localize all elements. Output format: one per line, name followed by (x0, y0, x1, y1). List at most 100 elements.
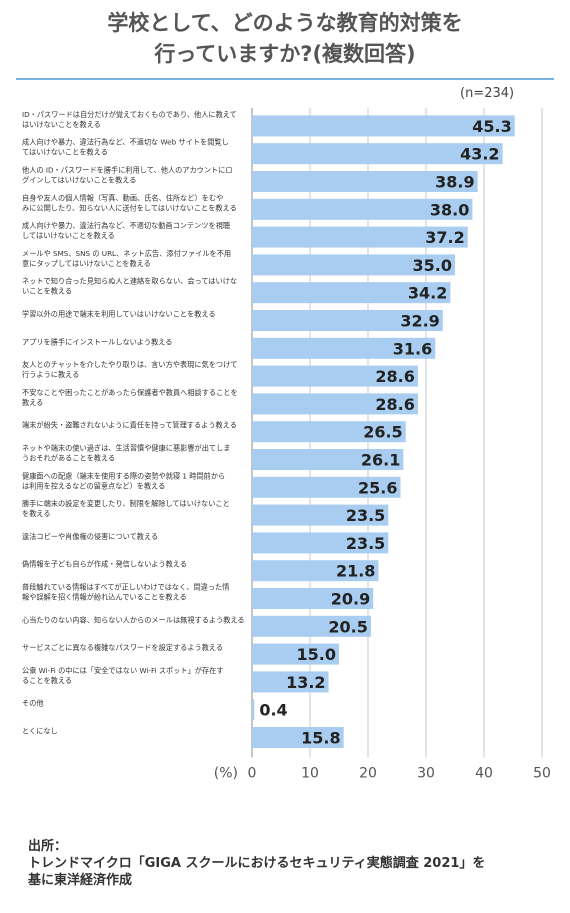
category-label: を教える (22, 509, 51, 518)
data-label: 20.9 (331, 590, 370, 609)
category-label: 成人向けや暴力、違法行為など、不適切な動画コンテンツを視聴 (22, 221, 230, 230)
category-label: 他人の ID・パスワードを勝手に利用して、他人のアカウントにロ (22, 166, 233, 175)
data-label: 13.2 (286, 673, 325, 692)
x-tick-label: 20 (359, 765, 377, 781)
category-label: とくになし (22, 727, 58, 736)
source-label: 出所： (28, 839, 68, 854)
category-label: 友人とのチャットを介したやり取りは、言い方や表現に気をつけて (22, 360, 237, 369)
data-label: 31.6 (393, 339, 432, 358)
title-rule (16, 78, 554, 80)
bar (252, 282, 451, 304)
category-label: は利用を控えるなどの留意点など）を教える (22, 481, 165, 490)
bar (252, 421, 406, 443)
bar (252, 476, 401, 498)
bar (252, 588, 374, 609)
data-label: 26.5 (363, 423, 402, 442)
chart-title: 学校として、どのような教育的対策を 行っていますか?(複数回答) (0, 8, 570, 70)
category-label: 公衆 Wi-Fi の中には「安全ではない Wi-Fi スポット」が存在す (22, 666, 224, 675)
category-label: 報や誤解を招く情報が紛れ込んでいることを教える (22, 593, 187, 602)
category-label: ID・パスワードは自分だけが覚えておくものであり、他人に教えて (22, 110, 237, 119)
data-label: 26.1 (361, 451, 400, 470)
data-label: 23.5 (346, 506, 385, 525)
category-label: はいけないことを教える (22, 120, 101, 129)
category-label: 意にタップしてはいけないことを教える (22, 259, 151, 268)
category-label: 端末が紛失・盗難されないように責任を持って管理するよう教える (22, 421, 237, 430)
data-label: 28.6 (375, 395, 414, 414)
category-label: 健康面への配慮（端末を使用する際の姿勢や就寝 1 時間前から (22, 471, 225, 480)
category-label: 行うように教える (22, 370, 79, 379)
category-label: 成人向けや暴力、違法行為など、不適切な Web サイトを閲覧し (22, 138, 229, 147)
category-label: ることを教える (22, 676, 72, 685)
data-label: 35.0 (413, 256, 452, 275)
category-label: ネットや端末の使い過ぎは、生活習慣や健康に悪影響が出てしま (22, 444, 230, 453)
source-line-1: トレンドマイクロ「GIGA スクールにおけるセキュリティ実態調査 2021」を (28, 856, 486, 871)
bar (252, 727, 344, 748)
category-label: 学習以外の用途で端末を利用していはいけないことを教える (22, 310, 216, 319)
bar-chart: 45.3 ID・パスワードは自分だけが覚えておくものであり、他人に教えてはいけない… (22, 108, 551, 781)
source-note: 出所： トレンドマイクロ「GIGA スクールにおけるセキュリティ実態調査 202… (28, 838, 548, 889)
category-label: 違法コピーや肖像権の侵害について教える (22, 532, 158, 541)
data-label: 34.2 (408, 284, 447, 303)
x-tick-label: 0 (248, 765, 257, 781)
bar (252, 171, 478, 192)
data-label: 23.5 (346, 534, 385, 553)
data-label: 15.8 (301, 729, 340, 748)
bar (252, 198, 473, 220)
data-label: 38.0 (430, 200, 469, 219)
bar (252, 504, 389, 526)
data-label: 32.9 (400, 312, 439, 331)
category-label: みに公開したり、知らない人に送付をしてはいけないことを教える (22, 203, 237, 212)
category-label: 教える (22, 398, 43, 407)
category-label: 不安なことや困ったことがあったら保護者や教員へ相談することを (22, 388, 238, 397)
category-label: グインしてはいけないことを教える (22, 176, 136, 185)
bar (252, 671, 329, 693)
category-label: 自身や友人の個人情報（写真、動画、氏名、住所など）をむや (22, 193, 223, 202)
bar (252, 532, 389, 554)
bar (252, 310, 443, 331)
category-label: メールや SMS、SNS の URL、ネット広告、添付ファイルを不用 (22, 249, 231, 258)
category-label: サービスごとに異なる複雑なパスワードを設定するよう教える (22, 643, 223, 652)
x-tick-label: 10 (301, 765, 319, 781)
category-label: 普段触れている情報はすべてが正しいわけではなく、間違った情 (22, 583, 229, 592)
x-tick-label: 30 (417, 765, 435, 781)
title-line-1: 学校として、どのような教育的対策を (107, 11, 463, 35)
data-label: 21.8 (336, 562, 375, 581)
data-label: 45.3 (472, 117, 511, 136)
bar (252, 643, 339, 665)
bar (252, 337, 436, 359)
x-unit-label: (%) (214, 765, 238, 781)
data-label: 28.6 (375, 367, 414, 386)
category-label: ネットで知り合った見知らぬ人と連絡を取らない、会ってはいけな (22, 277, 237, 286)
data-label: 0.4 (259, 701, 287, 720)
x-tick-label: 40 (475, 765, 493, 781)
category-label: してはいけないことを教える (22, 231, 115, 240)
category-label: 偽情報を子ども自らが作成・発信しないよう教える (22, 560, 187, 569)
bar (252, 699, 255, 721)
bar (252, 115, 515, 137)
source-line-2: 基に東洋経済作成 (28, 873, 133, 888)
bar (252, 615, 371, 637)
bar (252, 449, 404, 470)
bar (252, 254, 455, 276)
bar (252, 226, 468, 248)
bar (252, 393, 418, 415)
data-label: 38.9 (435, 173, 474, 192)
x-tick-label: 50 (533, 765, 551, 781)
bar (252, 143, 503, 165)
sample-size: (n=234) (460, 86, 515, 101)
category-label: 勝手に端末の設定を変更したり、制限を解除してはいけないこと (22, 499, 230, 508)
category-label: うおそれがあることを教える (22, 454, 115, 463)
title-line-2: 行っていますか?(複数回答) (154, 42, 416, 66)
data-label: 20.5 (328, 617, 367, 636)
category-label: てはいけないことを教える (22, 148, 108, 157)
bar (252, 560, 379, 582)
data-label: 15.0 (297, 645, 336, 664)
data-label: 37.2 (425, 228, 464, 247)
data-label: 43.2 (460, 145, 499, 164)
category-label: いことを教える (22, 287, 72, 296)
bar (252, 365, 418, 387)
category-label: アプリを勝手にインストールしないよう教える (22, 337, 172, 346)
data-label: 25.6 (358, 478, 397, 497)
category-label: 心当たりのない内容、知らない人からのメールは無視するよう教える (22, 615, 245, 624)
category-label: その他 (22, 699, 44, 708)
